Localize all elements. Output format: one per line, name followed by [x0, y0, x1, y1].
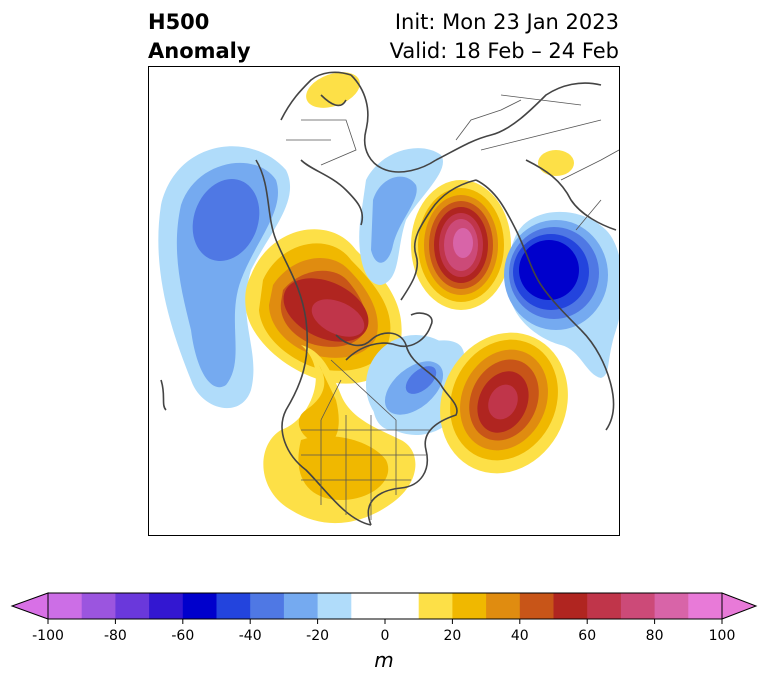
colorbar-extend-max	[721, 592, 758, 620]
colorbar-tick-label: -40	[239, 628, 262, 644]
western-canada-ridge	[245, 229, 402, 384]
colorbar-extend-min	[10, 592, 49, 620]
colorbar-swatch	[688, 593, 723, 619]
colorbar-swatch	[418, 593, 453, 619]
map-svg	[158, 71, 619, 526]
colorbar-tick-label: 100	[709, 628, 736, 644]
colorbar: -100 -80 -60 -40 -20 0 20 40 60 80 100	[0, 585, 768, 675]
colorbar-svg: -100 -80 -60 -40 -20 0 20 40 60 80 100	[10, 592, 758, 644]
central-asia-trough	[504, 211, 619, 378]
colorbar-swatch	[587, 593, 622, 619]
colorbar-swatch	[486, 593, 521, 619]
colorbar-tick-label: 40	[511, 628, 529, 644]
country-borders	[286, 94, 619, 520]
init-date: Init: Mon 23 Jan 2023	[394, 10, 619, 34]
colorbar-swatch	[317, 593, 352, 619]
colorbar-swatch	[182, 593, 217, 619]
colorbar-swatch	[620, 593, 656, 619]
anomaly-map	[148, 66, 620, 536]
colorbar-swatch	[250, 593, 285, 619]
colorbar-swatch	[216, 593, 251, 619]
colorbar-tick-label: 80	[646, 628, 664, 644]
colorbar-swatch	[283, 593, 319, 619]
colorbar-swatch	[519, 593, 554, 619]
colorbar-swatch	[48, 593, 83, 619]
chart-title: H500 Anomaly	[148, 8, 251, 66]
north-atlantic-ridge	[440, 332, 568, 474]
north-pacific-trough	[158, 146, 291, 409]
forecast-dates: Init: Mon 23 Jan 2023 Valid: 18 Feb – 24…	[390, 8, 619, 66]
valid-dates: Valid: 18 Feb – 24 Feb	[389, 39, 619, 63]
colorbar-tick-label: 20	[443, 628, 461, 644]
colorbar-swatch	[654, 593, 689, 619]
east-asia-ridge	[538, 150, 574, 176]
colorbar-tick-label: -100	[32, 628, 64, 644]
colorbar-swatch	[81, 593, 116, 619]
colorbar-tick-label: -80	[104, 628, 127, 644]
colorbar-tick-label: -20	[306, 628, 329, 644]
colorbar-swatch	[553, 593, 588, 619]
colorbar-unit: m	[374, 648, 394, 672]
colorbar-swatch	[115, 593, 150, 619]
northern-europe-ridge	[306, 72, 360, 108]
colorbar-swatch	[452, 593, 487, 619]
coastlines	[160, 71, 617, 526]
arctic-trough	[359, 148, 443, 285]
colorbar-tick-label: 60	[578, 628, 596, 644]
colorbar-tick-label: 0	[381, 628, 390, 644]
title-line-2: Anomaly	[148, 39, 251, 63]
colorbar-swatch	[385, 593, 420, 619]
title-line-1: H500	[148, 10, 210, 34]
colorbar-tick-label: -60	[171, 628, 194, 644]
barents-kara-ridge	[411, 180, 511, 310]
colorbar-swatch	[351, 593, 386, 619]
colorbar-swatch	[149, 593, 184, 619]
